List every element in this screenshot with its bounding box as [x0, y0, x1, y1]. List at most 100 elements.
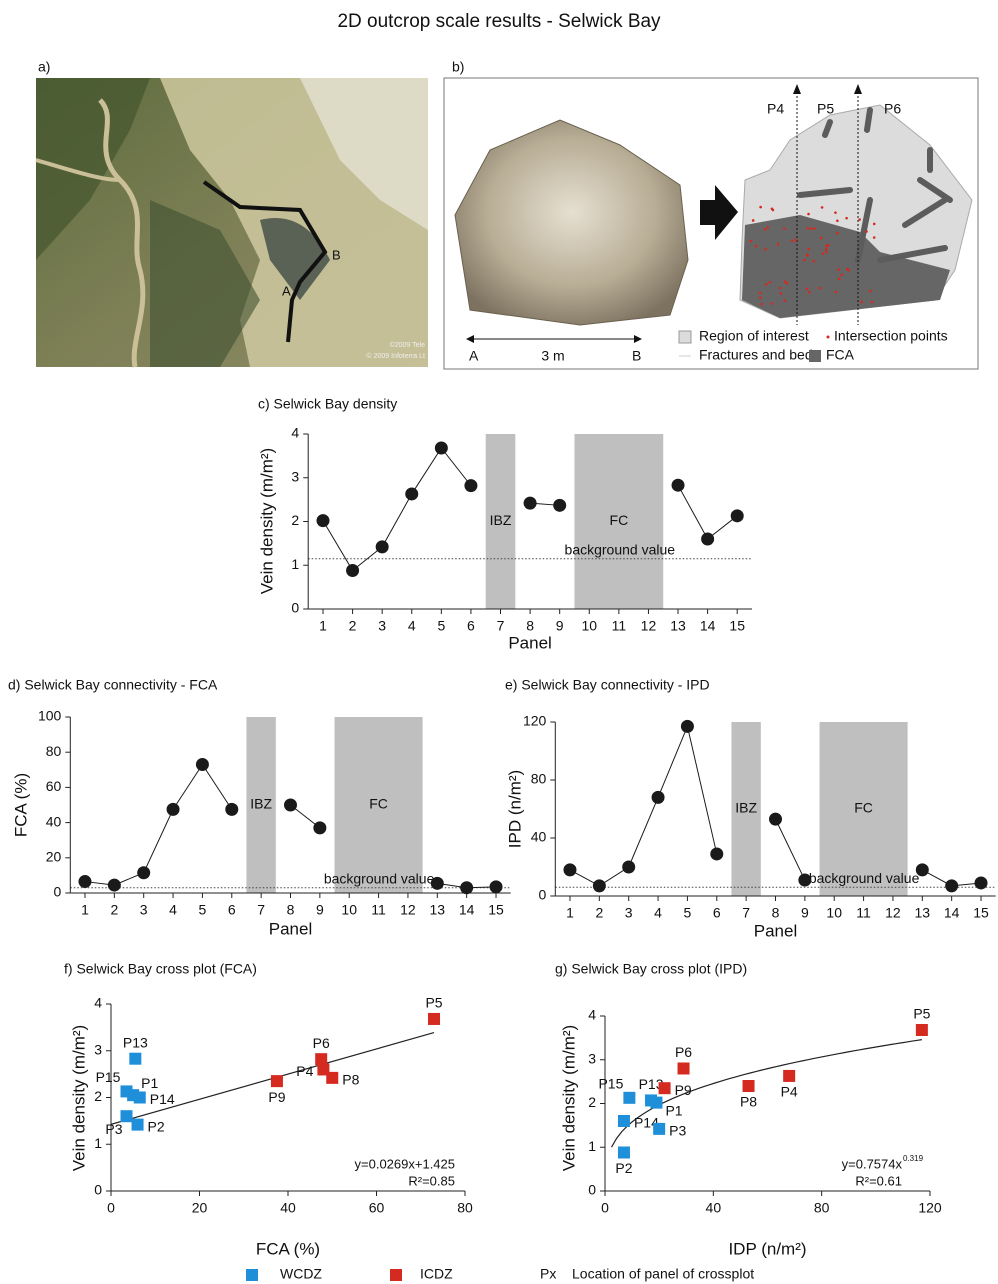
point-label: P8	[342, 1072, 359, 1088]
data-point	[129, 1052, 142, 1065]
scale-label: 3 m	[541, 348, 564, 364]
data-point	[133, 1091, 146, 1104]
intersection-dot	[836, 219, 839, 223]
x-tick-label: 7	[497, 618, 505, 634]
data-point	[166, 802, 180, 816]
y-tick-label: 0	[54, 884, 62, 900]
intersection-dot	[770, 302, 774, 305]
legend-label: Region of interest	[699, 328, 809, 344]
x-tick-label: 12	[885, 905, 901, 921]
fit-line	[610, 1039, 922, 1148]
y-tick-label: 3	[94, 1041, 102, 1057]
intersection-dot	[865, 230, 868, 233]
x-tick-label: 14	[459, 902, 475, 918]
x-tick-label: 13	[430, 902, 446, 918]
intersection-dot	[805, 287, 809, 291]
x-tick-label: 4	[654, 905, 662, 921]
intersection-dot	[759, 296, 762, 299]
y-axis-label: FCA (%)	[11, 773, 30, 837]
x-tick-label: 12	[641, 618, 657, 634]
profile-label: P4	[767, 101, 784, 117]
intersection-dot	[783, 299, 786, 302]
legend-label: ICDZ	[420, 1266, 453, 1282]
zone-label: FC	[610, 512, 629, 528]
zone	[731, 722, 761, 896]
data-point	[107, 878, 121, 892]
intersection-dot	[809, 227, 813, 230]
legend-symbol: Px	[540, 1266, 556, 1282]
data-point	[434, 441, 448, 455]
intersection-dot	[836, 231, 839, 235]
chart-title: d) Selwick Bay connectivity - FCA	[8, 677, 218, 693]
intersection-dot	[805, 253, 809, 256]
intersection-dot	[845, 216, 848, 220]
intersection-dot	[827, 243, 830, 247]
data-point	[313, 821, 327, 835]
data-point	[315, 1053, 328, 1066]
x-tick-label: 10	[341, 902, 357, 918]
data-point	[915, 1024, 928, 1036]
intersection-dot	[837, 268, 840, 271]
credit: ©2009 Tele	[390, 341, 425, 349]
point-label: B	[332, 247, 341, 262]
intersection-dot	[779, 292, 783, 295]
intersection-dot	[845, 267, 849, 271]
background-label: background value	[809, 870, 920, 886]
fit-equation: y=0.7574x	[842, 1156, 903, 1171]
data-point	[195, 758, 209, 772]
intersection-dot	[778, 286, 782, 290]
point-label: P3	[105, 1121, 122, 1137]
x-tick-label: 9	[801, 905, 809, 921]
intersection-dot	[872, 222, 876, 226]
y-tick-label: 80	[46, 743, 62, 759]
data-point	[680, 719, 694, 733]
data-point	[430, 876, 444, 890]
data-point	[622, 860, 636, 874]
point-label: P6	[675, 1044, 692, 1060]
data-point	[405, 487, 419, 501]
x-tick-label: 13	[915, 905, 931, 921]
zone-label: IBZ	[735, 800, 757, 816]
y-tick-label: 60	[46, 778, 62, 794]
data-point	[326, 1071, 339, 1084]
data-point	[137, 866, 151, 880]
x-tick-label: 7	[742, 905, 750, 921]
point-label: P15	[96, 1069, 121, 1085]
legend-label: Fractures and beds	[699, 347, 820, 363]
y-tick-label: 40	[46, 813, 62, 829]
intersection-dot	[806, 226, 810, 230]
data-point	[783, 1069, 796, 1082]
chart-title: e) Selwick Bay connectivity - IPD	[505, 677, 710, 693]
y-tick-label: 100	[38, 708, 62, 724]
data-point	[592, 879, 606, 893]
y-tick-label: 20	[46, 849, 62, 865]
intersection-dot	[760, 302, 763, 306]
x-axis-label: Panel	[269, 919, 312, 938]
x-tick-label: 60	[369, 1200, 385, 1216]
panel-label: b)	[452, 59, 464, 75]
arrow	[700, 185, 738, 240]
x-tick-label: 1	[81, 902, 89, 918]
zone-label: IBZ	[490, 512, 512, 528]
x-tick-label: 6	[228, 902, 236, 918]
x-axis-label: FCA (%)	[256, 1239, 320, 1258]
data-point	[78, 875, 92, 889]
data-point	[428, 1012, 441, 1025]
x-tick-label: 15	[973, 905, 989, 921]
point-label: A	[282, 283, 291, 298]
intersection-dot	[764, 283, 768, 286]
x-tick-label: 0	[601, 1200, 609, 1216]
y-tick-label: 1	[291, 556, 299, 572]
legend-label: FCA	[826, 347, 855, 363]
intersection-dot	[820, 206, 824, 209]
point-label: P9	[675, 1082, 692, 1098]
x-tick-label: 8	[287, 902, 295, 918]
scale-arrow	[634, 335, 642, 343]
credit: © 2009 Infoterra Lt	[367, 352, 426, 360]
rock-photo	[454, 119, 689, 326]
x-tick-label: 5	[199, 902, 207, 918]
intersection-dot	[758, 291, 762, 295]
data-point	[120, 1110, 133, 1123]
x-tick-label: 2	[110, 902, 118, 918]
point-label: P13	[639, 1076, 664, 1092]
